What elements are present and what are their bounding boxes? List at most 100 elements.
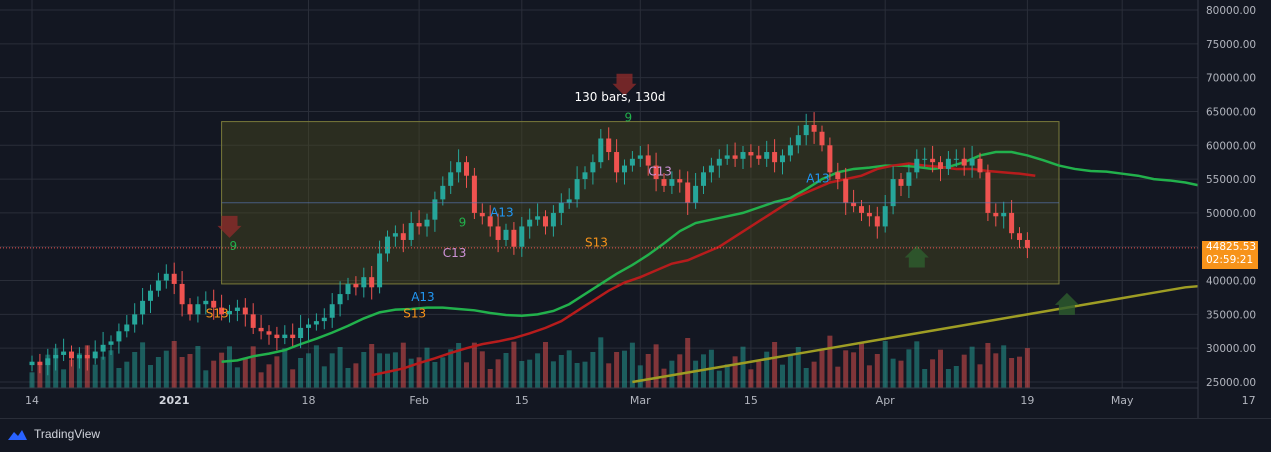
sell-arrow-icon xyxy=(612,73,637,96)
date-tick-label: Mar xyxy=(630,394,651,407)
volume-bar xyxy=(416,357,422,388)
candle-body xyxy=(84,354,90,359)
td-sequential-label: 9 xyxy=(625,111,633,125)
candle-body xyxy=(361,277,367,288)
volume-bar xyxy=(748,369,754,388)
candle-body xyxy=(558,202,564,213)
volume-bar xyxy=(787,355,793,388)
price-axis[interactable]: 80000.00 75000.00 70000.00 65000.00 60000.00… xyxy=(1206,5,1256,389)
candle-body xyxy=(843,179,849,203)
candle-body xyxy=(938,162,943,169)
volume-bar xyxy=(61,369,67,388)
last-price-value: 44825.53 xyxy=(1206,241,1257,253)
candle-body xyxy=(203,300,209,305)
price-tick-label: 60000.00 xyxy=(1206,140,1256,152)
candle-body xyxy=(724,155,730,159)
candle-body xyxy=(740,152,746,159)
volume-bar xyxy=(756,361,762,388)
volume-bar xyxy=(535,353,541,388)
volume-bar xyxy=(361,352,367,388)
candle-body xyxy=(408,223,414,240)
volume-bar xyxy=(187,354,193,388)
candle-body xyxy=(598,138,604,163)
volume-bar xyxy=(408,358,414,388)
candle-body xyxy=(369,277,375,288)
candle-body xyxy=(898,179,904,186)
candle-body xyxy=(37,361,43,366)
volume-bar xyxy=(519,361,525,388)
candle-body xyxy=(890,179,896,207)
price-chart[interactable]: S13 S13 A13 C13 A13 S13 C13 A13 9 9 9 80000.00 7500… xyxy=(0,0,1271,418)
volume-bar xyxy=(780,364,785,388)
sell-arrow-icon xyxy=(217,215,242,238)
volume-bar xyxy=(764,351,770,388)
td-sequential-label: S13 xyxy=(585,236,608,250)
candle-body xyxy=(400,233,406,240)
volume-bar xyxy=(116,368,122,388)
volume-bar xyxy=(282,348,288,388)
candle-body xyxy=(187,304,193,315)
volume-bar xyxy=(606,363,612,388)
candle-body xyxy=(953,158,959,160)
volume-bar xyxy=(740,346,746,388)
candle-body xyxy=(645,155,651,166)
date-tick-label: 19 xyxy=(1020,394,1034,407)
volume-bar xyxy=(543,342,548,388)
volume-bar xyxy=(795,347,801,388)
volume-bar xyxy=(922,369,928,388)
candle-body xyxy=(653,165,659,180)
candle-body xyxy=(479,212,485,217)
price-tick-label: 25000.00 xyxy=(1206,377,1256,389)
moving-average-line xyxy=(221,150,1202,363)
candle-body xyxy=(574,179,580,200)
candle-body xyxy=(116,331,122,342)
volume-bar xyxy=(250,346,256,388)
volume-bar xyxy=(977,364,983,388)
moving-average-line xyxy=(632,282,1226,384)
td-sequential-annotations: S13 S13 A13 C13 A13 S13 C13 A13 9 9 9 xyxy=(206,73,1079,321)
candle-body xyxy=(53,354,59,359)
time-axis[interactable]: 14202118Feb15Mar15Apr19May17Jun xyxy=(25,394,1271,407)
volume-bar xyxy=(100,356,106,388)
candle-body xyxy=(859,206,864,213)
volume-bar xyxy=(471,342,477,388)
candle-body xyxy=(716,158,722,166)
candle-body xyxy=(803,124,809,136)
volume-bar xyxy=(772,342,778,388)
candle-body xyxy=(234,307,240,311)
candle-body xyxy=(92,351,98,359)
candle-body xyxy=(148,290,153,301)
candle-body xyxy=(922,158,928,160)
td-sequential-label: S13 xyxy=(403,307,426,321)
volume-bar xyxy=(574,363,580,388)
volume-bar xyxy=(859,342,864,388)
volume-bar xyxy=(163,350,169,388)
volume-bar xyxy=(645,354,651,388)
candle-body xyxy=(914,158,920,173)
volume-bar xyxy=(732,356,738,388)
date-tick-label: 18 xyxy=(302,394,316,407)
price-tick-label: 40000.00 xyxy=(1206,276,1256,288)
volume-bar xyxy=(866,365,872,388)
volume-bar xyxy=(598,337,604,388)
volume-bar xyxy=(961,354,967,388)
brand-logo[interactable]: TradingView xyxy=(6,427,100,441)
candle-body xyxy=(353,283,359,288)
volume-bar xyxy=(811,361,817,388)
candle-body xyxy=(432,199,438,220)
date-tick-label: 14 xyxy=(25,394,39,407)
td-sequential-label: A13 xyxy=(490,205,513,219)
volume-bar xyxy=(906,349,912,388)
candle-body xyxy=(811,124,817,132)
volume-bar xyxy=(890,358,896,388)
volume-bar xyxy=(590,352,596,388)
candle-body xyxy=(629,158,635,166)
candle-body xyxy=(590,162,596,173)
candle-body xyxy=(882,206,888,227)
volume-bar xyxy=(171,341,177,388)
candle-body xyxy=(329,304,335,318)
footer-bar: TradingView xyxy=(0,418,1271,452)
candle-body xyxy=(163,273,169,281)
candle-body xyxy=(266,331,272,335)
volume-bar xyxy=(487,369,493,388)
